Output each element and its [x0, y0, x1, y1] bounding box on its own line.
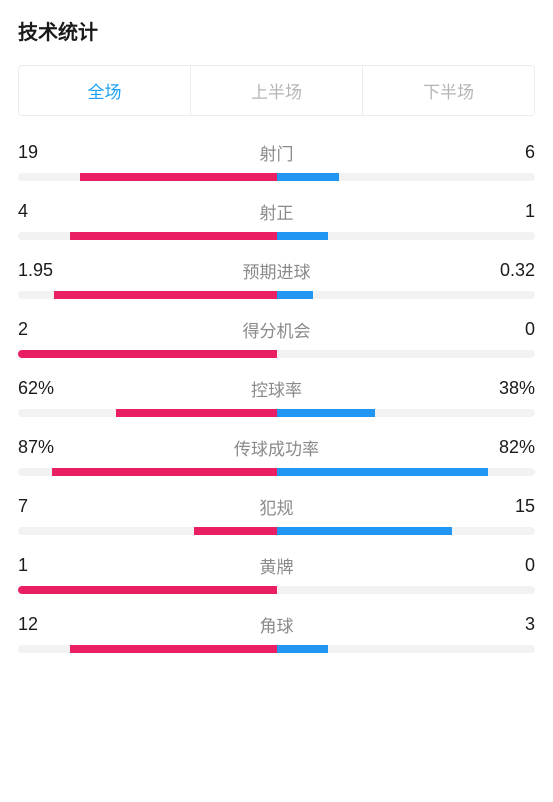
stat-bar-right-track — [277, 232, 536, 240]
stat-row: 4射正1 — [18, 199, 535, 240]
stat-bar-left-track — [18, 173, 277, 181]
stat-bar-left-track — [18, 409, 277, 417]
stat-bar — [18, 291, 535, 299]
stat-header: 4射正1 — [18, 199, 535, 224]
stat-bar — [18, 527, 535, 535]
stat-bar-left-track — [18, 291, 277, 299]
stat-bar — [18, 586, 535, 594]
stat-bar-right-track — [277, 468, 536, 476]
stat-bar-right-fill — [277, 468, 489, 476]
stat-row: 2得分机会0 — [18, 317, 535, 358]
stat-bar — [18, 232, 535, 240]
stat-bar-right-track — [277, 527, 536, 535]
stat-bar — [18, 350, 535, 358]
stat-bar-left-track — [18, 350, 277, 358]
period-tabs: 全场 上半场 下半场 — [18, 65, 535, 116]
stat-bar-left-fill — [80, 173, 276, 181]
stat-header: 1.95预期进球0.32 — [18, 258, 535, 283]
stat-bar-right-track — [277, 350, 536, 358]
stat-bar-right-track — [277, 586, 536, 594]
stat-bar-right-track — [277, 409, 536, 417]
stat-left-value: 19 — [18, 142, 58, 163]
stat-bar-left-track — [18, 527, 277, 535]
stat-bar-left-fill — [70, 232, 277, 240]
stat-header: 19射门6 — [18, 140, 535, 165]
stat-label: 角球 — [58, 612, 495, 637]
stat-bar-right-fill — [277, 173, 339, 181]
stat-bar-left-fill — [116, 409, 276, 417]
stat-bar-left-track — [18, 468, 277, 476]
stat-left-value: 12 — [18, 614, 58, 635]
stat-header: 2得分机会0 — [18, 317, 535, 342]
stat-right-value: 1 — [495, 201, 535, 222]
stat-row: 19射门6 — [18, 140, 535, 181]
stat-left-value: 87% — [18, 437, 58, 458]
stat-row: 87%传球成功率82% — [18, 435, 535, 476]
stat-right-value: 3 — [495, 614, 535, 635]
stat-right-value: 15 — [495, 496, 535, 517]
stat-left-value: 62% — [18, 378, 58, 399]
stat-label: 预期进球 — [58, 258, 495, 283]
stat-label: 射正 — [58, 199, 495, 224]
stat-bar-left-fill — [70, 645, 277, 653]
stat-right-value: 0 — [495, 555, 535, 576]
stat-bar — [18, 468, 535, 476]
stat-bar-left-fill — [18, 350, 277, 358]
stat-bar-left-fill — [52, 468, 277, 476]
stat-header: 87%传球成功率82% — [18, 435, 535, 460]
stat-bar-right-fill — [277, 645, 329, 653]
stat-bar-right-fill — [277, 232, 329, 240]
stat-left-value: 1 — [18, 555, 58, 576]
stat-row: 1.95预期进球0.32 — [18, 258, 535, 299]
stat-row: 62%控球率38% — [18, 376, 535, 417]
stat-bar-right-fill — [277, 527, 453, 535]
stat-right-value: 82% — [495, 437, 535, 458]
stat-label: 射门 — [58, 140, 495, 165]
stat-label: 控球率 — [58, 376, 495, 401]
stat-label: 犯规 — [58, 494, 495, 519]
stat-bar-left-fill — [18, 586, 277, 594]
stat-bar-right-track — [277, 645, 536, 653]
stat-right-value: 38% — [495, 378, 535, 399]
stat-bar — [18, 645, 535, 653]
stat-bar-right-track — [277, 173, 536, 181]
stat-bar-left-track — [18, 645, 277, 653]
page-title: 技术统计 — [18, 16, 535, 45]
stat-bar-right-fill — [277, 409, 375, 417]
stat-bar — [18, 173, 535, 181]
tab-full-time[interactable]: 全场 — [19, 66, 191, 115]
stat-label: 传球成功率 — [58, 435, 495, 460]
stat-header: 7犯规15 — [18, 494, 535, 519]
stat-bar-left-fill — [194, 527, 277, 535]
stat-bar-right-fill — [277, 291, 313, 299]
stat-row: 7犯规15 — [18, 494, 535, 535]
stat-left-value: 7 — [18, 496, 58, 517]
tab-first-half[interactable]: 上半场 — [191, 66, 363, 115]
stat-header: 12角球3 — [18, 612, 535, 637]
stats-list: 19射门64射正11.95预期进球0.322得分机会062%控球率38%87%传… — [18, 140, 535, 653]
stat-right-value: 0 — [495, 319, 535, 340]
stat-left-value: 2 — [18, 319, 58, 340]
stat-bar-left-fill — [54, 291, 276, 299]
stat-bar-left-track — [18, 586, 277, 594]
stat-label: 得分机会 — [58, 317, 495, 342]
stat-header: 1黄牌0 — [18, 553, 535, 578]
stat-right-value: 6 — [495, 142, 535, 163]
stat-bar — [18, 409, 535, 417]
stat-left-value: 1.95 — [18, 260, 58, 281]
stat-label: 黄牌 — [58, 553, 495, 578]
stat-row: 12角球3 — [18, 612, 535, 653]
stat-right-value: 0.32 — [495, 260, 535, 281]
stat-bar-right-track — [277, 291, 536, 299]
tab-second-half[interactable]: 下半场 — [363, 66, 534, 115]
stat-header: 62%控球率38% — [18, 376, 535, 401]
stat-left-value: 4 — [18, 201, 58, 222]
stat-row: 1黄牌0 — [18, 553, 535, 594]
stat-bar-left-track — [18, 232, 277, 240]
